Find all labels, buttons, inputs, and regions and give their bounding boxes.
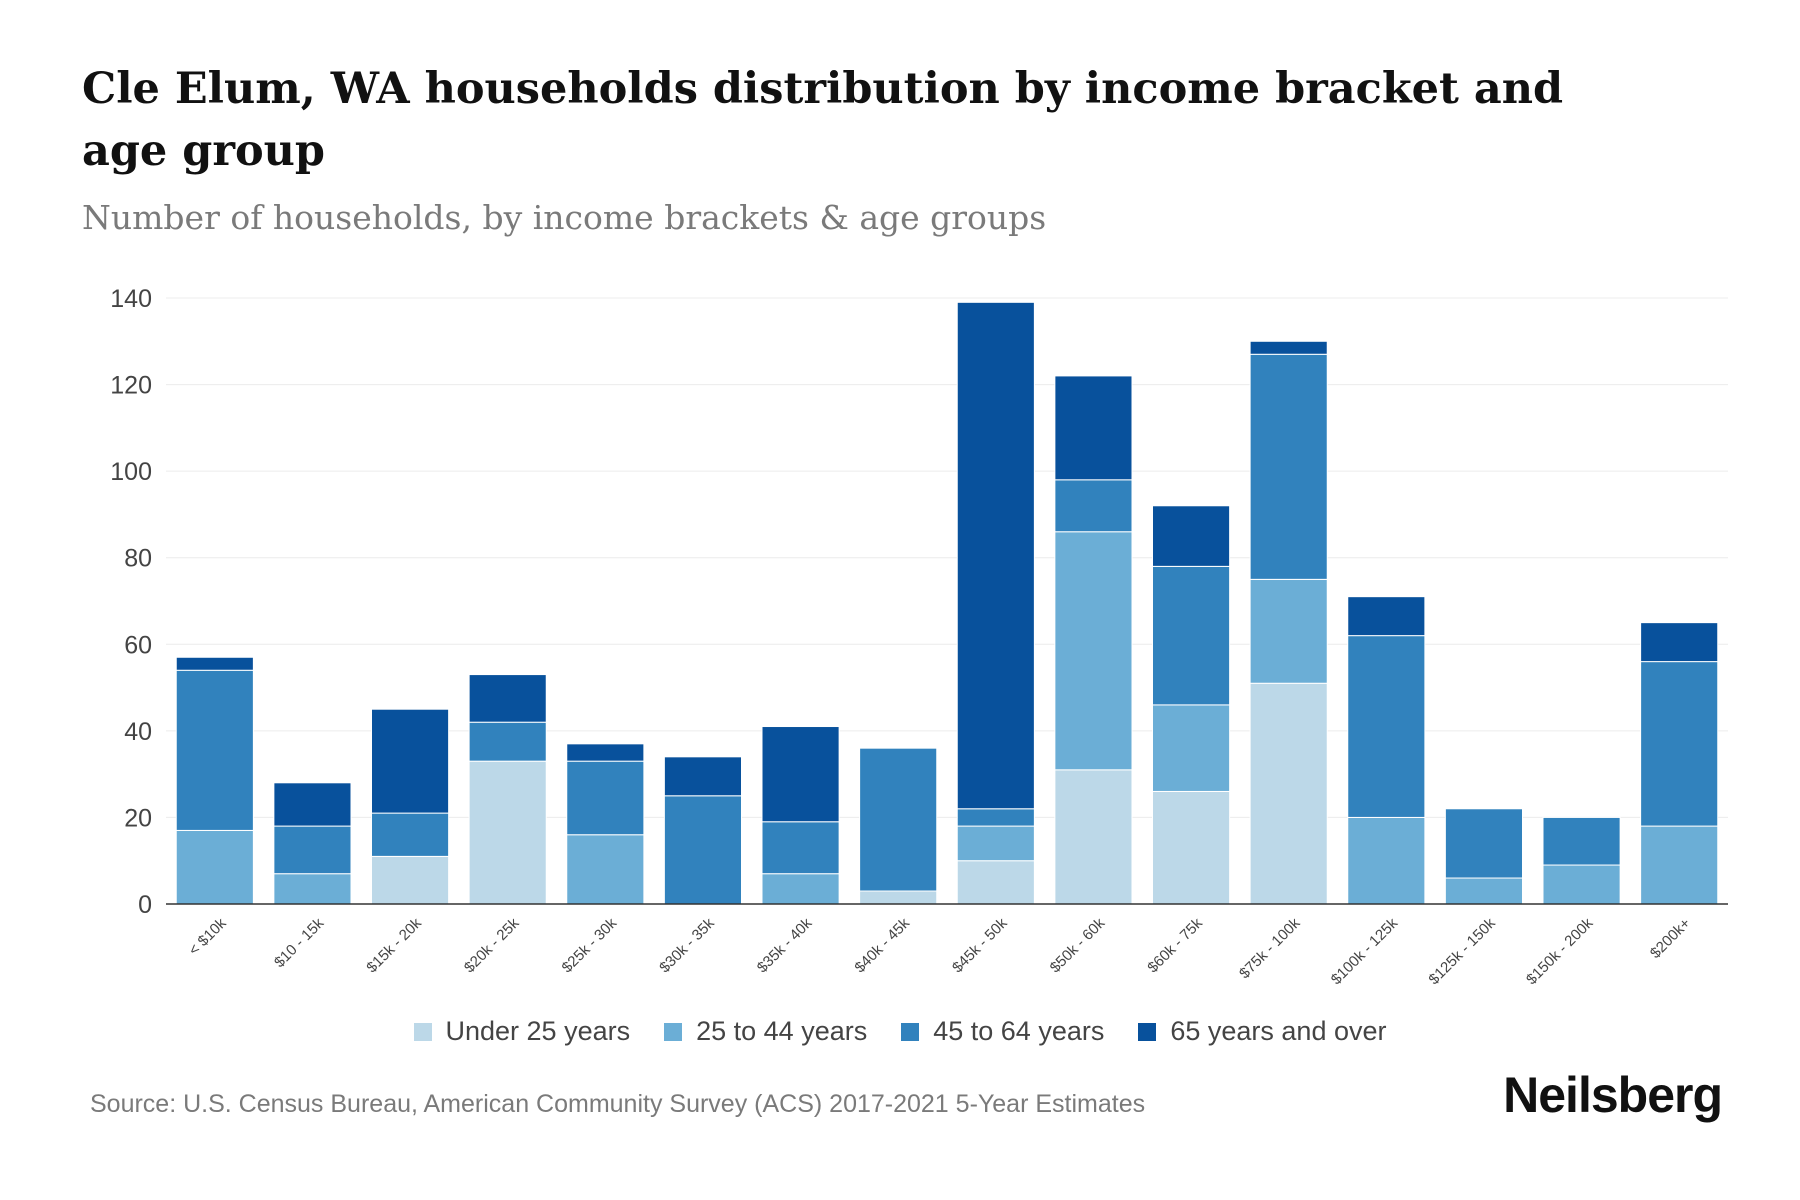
y-tick-label: 60: [124, 631, 152, 659]
x-tick-label: $150k - 200k: [1523, 914, 1597, 988]
legend-item-45-to-64: 45 to 64 years: [901, 1016, 1104, 1047]
y-tick-label: 0: [138, 891, 152, 919]
bar-segment: [566, 743, 645, 762]
x-tick-label: $125k - 150k: [1425, 914, 1499, 988]
bar-segment: [1152, 790, 1231, 905]
x-tick-label: $100k - 125k: [1328, 914, 1402, 988]
bar-segment: [1542, 864, 1621, 905]
bar-segment: [663, 756, 742, 797]
x-tick-label: $15k - 20k: [363, 914, 425, 976]
legend-swatch-25-to-44: [664, 1022, 683, 1041]
bar-segment: [1152, 565, 1231, 706]
bar-segment: [273, 873, 352, 905]
source-note: Source: U.S. Census Bureau, American Com…: [90, 1090, 1146, 1118]
bar-segment: [566, 760, 645, 836]
legend-item-65-and-over: 65 years and over: [1138, 1016, 1387, 1047]
x-tick-label: < $10k: [185, 914, 230, 959]
bar-segment: [1152, 704, 1231, 792]
y-tick-label: 140: [110, 285, 152, 313]
bar-segment: [1542, 816, 1621, 866]
legend-label-65-and-over: 65 years and over: [1170, 1016, 1387, 1046]
bar-segment: [1054, 375, 1133, 481]
legend-swatch-65-and-over: [1138, 1022, 1157, 1041]
bar-segment: [468, 760, 547, 905]
y-tick-label: 40: [124, 718, 152, 746]
bar-segment: [1640, 661, 1719, 827]
bar-segment: [175, 656, 254, 671]
x-tick-label: $20k - 25k: [461, 914, 523, 976]
bar-segment: [1347, 596, 1426, 637]
bar-segment: [1347, 816, 1426, 905]
bar-segment: [956, 825, 1035, 862]
y-tick-label: 80: [124, 545, 152, 573]
legend-swatch-under-25: [413, 1022, 432, 1041]
x-tick-label: $200k+: [1647, 915, 1694, 962]
legend-item-under-25: Under 25 years: [413, 1016, 631, 1047]
bar-segment: [566, 834, 645, 905]
bar-segment: [1347, 635, 1426, 818]
bar-segment: [761, 821, 840, 875]
x-tick-label: $40k - 45k: [851, 914, 913, 976]
chart-legend: Under 25 years 25 to 44 years 45 to 64 y…: [0, 1016, 1800, 1047]
bar-segment: [371, 708, 450, 814]
bar-segment: [175, 829, 254, 905]
bar-segment: [956, 808, 1035, 827]
bar-segment: [663, 795, 742, 905]
bar-segment: [1444, 808, 1523, 879]
y-tick-label: 20: [124, 804, 152, 832]
x-tick-label: $75k - 100k: [1236, 914, 1304, 982]
bar-segment: [371, 812, 450, 857]
chart-subtitle: Number of households, by income brackets…: [82, 198, 1047, 237]
bar-segment: [1249, 340, 1328, 355]
legend-label-under-25: Under 25 years: [445, 1016, 631, 1046]
legend-swatch-45-to-64: [901, 1022, 920, 1041]
bar-segment: [761, 873, 840, 905]
bar-segment: [468, 721, 547, 762]
bar-segment: [956, 860, 1035, 905]
bar-segment: [956, 301, 1035, 810]
bar-segment: [273, 825, 352, 875]
bar-segment: [175, 669, 254, 831]
legend-label-45-to-64: 45 to 64 years: [933, 1016, 1105, 1046]
y-tick-label: 120: [110, 372, 152, 400]
bar-segment: [859, 747, 938, 892]
bar-segment: [1054, 479, 1133, 533]
bar-segment: [1444, 877, 1523, 905]
y-tick-label: 100: [110, 458, 152, 486]
brand-logo: Neilsberg: [1503, 1067, 1723, 1123]
x-tick-label: $30k - 35k: [656, 914, 718, 976]
bar-segment: [468, 674, 547, 723]
bar-segment: [761, 726, 840, 823]
x-tick-label: $35k - 40k: [754, 914, 816, 976]
bar-segment: [1640, 622, 1719, 663]
bar-segment: [1249, 353, 1328, 580]
stacked-bar-chart: 0 20 40 60 80 100 120 140 < $10k $10 - 15k $15k - …: [110, 285, 1728, 988]
bar-segment: [1640, 825, 1719, 905]
x-tick-label: $50k - 60k: [1047, 914, 1109, 976]
chart-title: Cle Elum, WA households distribution by …: [82, 64, 1564, 176]
x-tick-label: $10 - 15k: [271, 914, 328, 971]
bar-segment: [1249, 682, 1328, 905]
x-tick-label: $60k - 75k: [1144, 914, 1206, 976]
bar-segment: [1054, 531, 1133, 771]
legend-label-25-to-44: 25 to 44 years: [696, 1016, 868, 1046]
x-tick-label: $25k - 30k: [559, 914, 621, 976]
bar-segment: [859, 890, 938, 905]
bar-segment: [1152, 505, 1231, 567]
bar-segment: [273, 782, 352, 827]
legend-item-25-to-44: 25 to 44 years: [664, 1016, 867, 1047]
x-tick-label: $45k - 50k: [949, 914, 1011, 976]
bar-segment: [371, 855, 450, 905]
bar-segment: [1249, 578, 1328, 684]
bar-segment: [1054, 769, 1133, 905]
